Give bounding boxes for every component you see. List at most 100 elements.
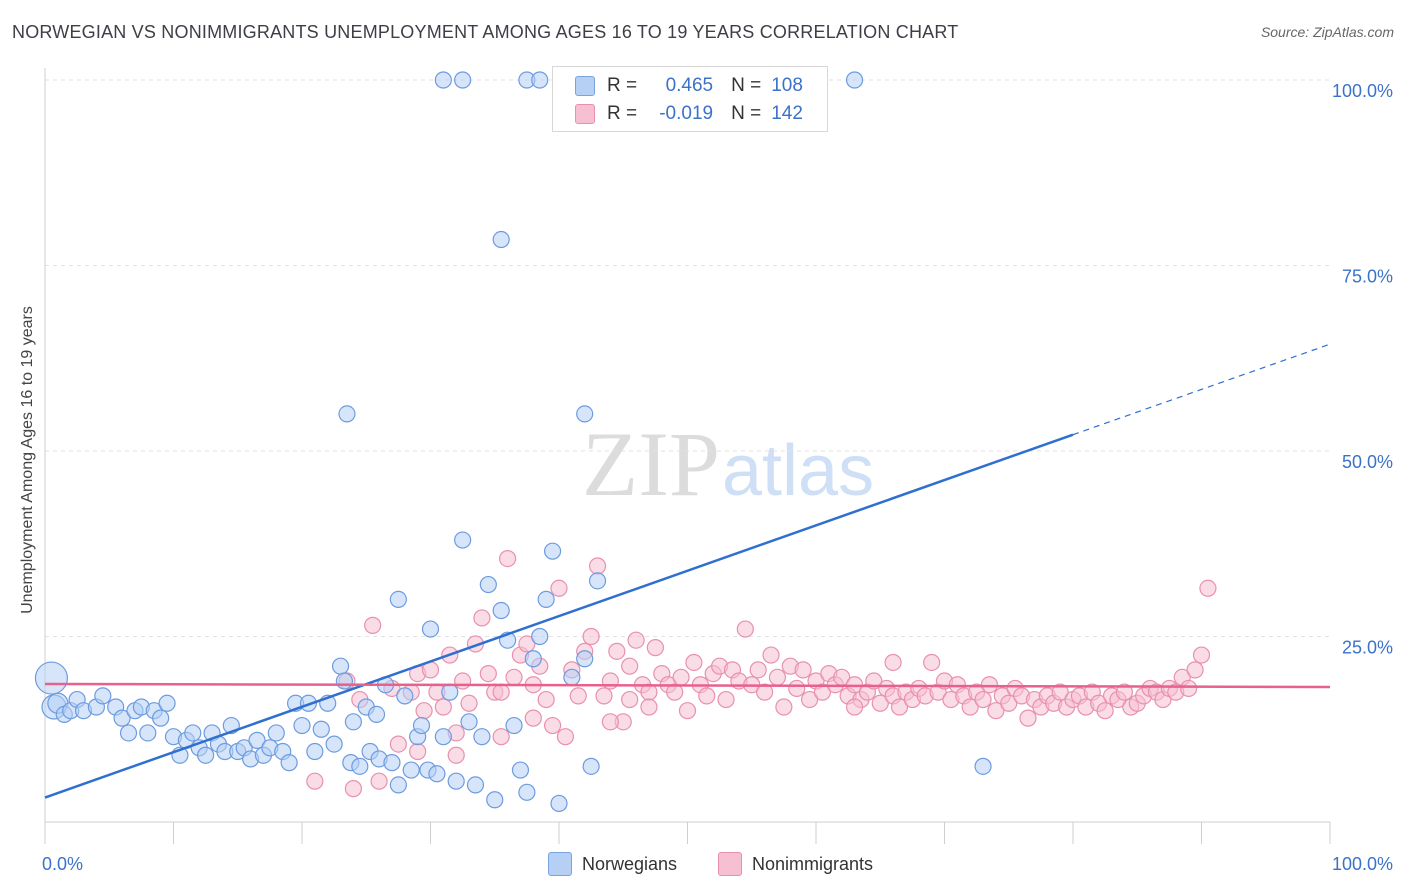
point-nonimmigrants (666, 683, 684, 701)
point-norwegians (325, 735, 343, 753)
point-nonimmigrants (473, 609, 491, 627)
point-norwegians (152, 709, 170, 727)
point-norwegians (396, 687, 414, 705)
point-nonimmigrants (775, 698, 793, 716)
point-norwegians (454, 531, 472, 549)
tick-labels: 25.0% 50.0% 75.0% 100.0% 0.0% 100.0% (42, 81, 1393, 874)
point-nonimmigrants (672, 668, 690, 686)
point-nonimmigrants (370, 772, 388, 790)
points (34, 71, 1217, 813)
point-nonimmigrants (974, 690, 992, 709)
legend-swatch-nonimmigrants (718, 852, 742, 876)
point-norwegians (184, 724, 202, 742)
point-nonimmigrants (1115, 683, 1134, 701)
point-norwegians (197, 746, 215, 764)
point-nonimmigrants (749, 661, 767, 679)
point-norwegians (428, 765, 446, 783)
point-nonimmigrants (640, 698, 658, 716)
point-nonimmigrants (923, 653, 941, 672)
point-norwegians (389, 590, 407, 609)
point-norwegians (576, 650, 594, 668)
point-norwegians (492, 601, 510, 620)
legend-row-norwegians: R = 0.465 N = 108 (575, 73, 803, 99)
point-nonimmigrants (582, 627, 600, 646)
x-tick-label: 0.0% (42, 854, 83, 874)
point-norwegians (434, 71, 452, 89)
point-norwegians (524, 650, 542, 668)
point-norwegians (94, 687, 112, 705)
point-nonimmigrants (518, 635, 536, 653)
point-norwegians (531, 627, 549, 646)
point-nonimmigrants (736, 620, 754, 638)
point-nonimmigrants (447, 746, 465, 764)
point-nonimmigrants (813, 683, 832, 701)
point-norwegians (576, 405, 594, 423)
legend-n-value-nonimmigrants: 142 (771, 103, 803, 124)
point-nonimmigrants (505, 668, 523, 686)
axes (44, 68, 1331, 844)
point-nonimmigrants (608, 642, 626, 660)
point-norwegians (389, 776, 407, 794)
legend-item-nonimmigrants: Nonimmigrants (718, 852, 873, 876)
y-tick-label: 25.0% (1342, 638, 1393, 658)
point-norwegians (466, 776, 485, 794)
point-nonimmigrants (788, 679, 806, 698)
point-nonimmigrants (768, 668, 787, 686)
point-nonimmigrants (794, 661, 812, 679)
point-norwegians (139, 724, 157, 742)
point-norwegians (267, 724, 285, 742)
legend-n-value-norwegians: 108 (771, 75, 803, 96)
point-norwegians (367, 705, 386, 724)
point-nonimmigrants (601, 672, 620, 690)
point-norwegians (351, 757, 369, 775)
point-norwegians (312, 720, 330, 738)
point-nonimmigrants (884, 653, 902, 672)
trend-lines (44, 343, 1331, 799)
point-norwegians (505, 716, 523, 735)
point-nonimmigrants (595, 687, 613, 705)
point-nonimmigrants (550, 579, 568, 597)
point-nonimmigrants (364, 616, 382, 634)
point-norwegians (158, 694, 176, 712)
legend-swatch-norwegians (575, 76, 595, 96)
point-norwegians (441, 683, 459, 701)
point-nonimmigrants (344, 780, 362, 798)
point-norwegians (543, 542, 562, 560)
y-tick-label: 100.0% (1332, 81, 1393, 101)
point-nonimmigrants (306, 772, 324, 790)
point-norwegians (434, 728, 452, 746)
point-nonimmigrants (980, 676, 999, 694)
legend-label-nonimmigrants: Nonimmigrants (752, 853, 874, 874)
point-norwegians (331, 657, 350, 675)
legend-n-label: N = (731, 75, 762, 96)
y-tick-label: 75.0% (1342, 267, 1393, 287)
point-norwegians (537, 590, 555, 609)
legend-swatch-nonimmigrants (575, 104, 595, 124)
point-norwegians (412, 716, 431, 735)
point-norwegians (511, 761, 530, 779)
point-nonimmigrants (1180, 679, 1198, 698)
legend-r-label: R = (607, 103, 638, 124)
point-nonimmigrants (698, 687, 716, 705)
point-nonimmigrants (987, 702, 1005, 720)
legend-r-label: R = (607, 75, 638, 96)
point-norwegians (473, 728, 491, 746)
point-nonimmigrants (646, 639, 664, 657)
point-norwegians (518, 783, 536, 801)
point-norwegians (248, 731, 266, 749)
point-nonimmigrants (800, 690, 819, 709)
point-norwegians (383, 754, 401, 772)
chart-title: NORWEGIAN VS NONIMMIGRANTS UNEMPLOYMENT … (12, 22, 959, 42)
point-norwegians (113, 709, 131, 727)
point-nonimmigrants (1051, 683, 1069, 701)
point-norwegians (531, 71, 549, 89)
point-nonimmigrants (755, 683, 774, 701)
point-nonimmigrants (492, 683, 510, 701)
legend-row-nonimmigrants: R = -0.019 N = 142 (575, 101, 803, 127)
point-nonimmigrants (543, 716, 562, 735)
x-tick-label: 100.0% (1332, 854, 1393, 874)
legend-swatch-norwegians (548, 852, 572, 876)
legend-series: Norwegians Nonimmigrants (0, 852, 1406, 876)
point-norwegians (119, 724, 138, 742)
point-nonimmigrants (588, 557, 607, 575)
